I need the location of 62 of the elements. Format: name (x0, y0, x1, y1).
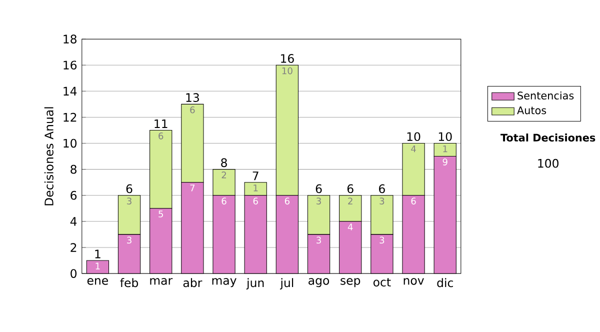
total-label: 6 (379, 184, 385, 194)
x-tick-label: may (212, 278, 236, 288)
total-label: 10 (407, 132, 420, 141)
data-label: 7 (190, 184, 195, 192)
data-label: 3 (316, 198, 321, 204)
x-tick-label: mar (150, 278, 173, 285)
total-label: 10 (438, 132, 452, 141)
data-label: 2 (348, 198, 352, 204)
y-tick-label: 6 (70, 190, 77, 200)
total-label: 16 (281, 54, 294, 63)
data-label: 4 (348, 224, 353, 230)
legend-label: Autos (517, 106, 546, 114)
x-tick-label: oct (373, 278, 391, 286)
total-label: 6 (126, 184, 132, 194)
x-tick-label: ene (87, 278, 108, 285)
total-label: 11 (154, 119, 168, 128)
y-tick-label: 2 (70, 243, 76, 252)
x-tick-label: jun (246, 278, 264, 290)
total-label: 6 (316, 184, 322, 194)
x-tick-label: feb (120, 278, 138, 288)
data-label: 3 (380, 198, 384, 204)
x-tick-label: jul (280, 278, 294, 290)
data-label: 9 (442, 158, 448, 166)
data-label: 6 (190, 106, 195, 114)
data-label: 5 (158, 210, 163, 218)
text: 100 (538, 158, 558, 168)
y-tick-label: 4 (70, 217, 77, 226)
x-tick-label: abr (183, 278, 202, 288)
y-tick-label: 8 (70, 164, 76, 174)
total-label: 8 (221, 158, 227, 168)
data-label: 3 (127, 198, 132, 204)
data-label: 1 (254, 184, 258, 192)
data-label: 1 (96, 262, 100, 270)
data-label: 3 (127, 236, 132, 244)
y-tick-label: 14 (64, 86, 77, 96)
data-label: 6 (253, 198, 258, 204)
total-label: 7 (252, 172, 258, 180)
y-axis-title: Decisiones Anual (44, 107, 54, 206)
x-tick-label: sep (340, 278, 360, 288)
x-tick-label: dic (437, 278, 453, 288)
y-tick-label: 16 (64, 60, 77, 70)
data-label: 1 (443, 145, 448, 152)
data-label: 3 (380, 236, 384, 244)
data-label: 10 (282, 67, 292, 74)
data-label: 6 (411, 198, 416, 204)
data-label: 4 (411, 145, 416, 152)
data-label: 6 (158, 132, 164, 140)
total-label: 1 (95, 250, 100, 258)
data-label: 6 (222, 198, 226, 204)
data-label: 2 (222, 171, 226, 178)
data-label: 3 (316, 236, 321, 244)
y-tick-label: 12 (64, 112, 76, 122)
y-tick-label: 18 (64, 34, 76, 44)
y-tick-label: 10 (64, 138, 77, 148)
legend-label: Sentencias (518, 91, 574, 100)
x-tick-label: ago (308, 278, 330, 288)
text: Total Decisiones (500, 133, 596, 142)
y-tick-label: 0 (70, 269, 77, 278)
total-label: 13 (186, 93, 199, 102)
data-label: 6 (284, 198, 290, 204)
total-label: 6 (347, 184, 354, 194)
x-tick-label: nov (404, 278, 424, 285)
